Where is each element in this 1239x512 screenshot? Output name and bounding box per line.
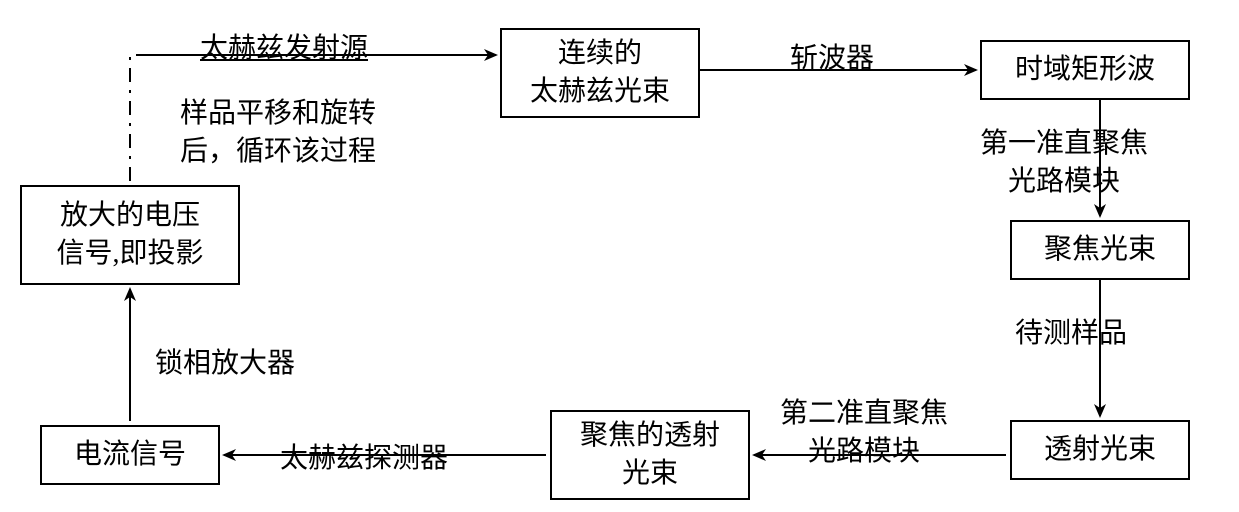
flowchart-canvas: 连续的 太赫兹光束 时域矩形波 聚焦光束 透射光束 聚焦的透射 光束 电流信号 … <box>0 0 1239 512</box>
edge-label-sample: 待测样品 <box>1015 315 1127 353</box>
edge-label-first-collimator: 第一准直聚焦 光路模块 <box>980 125 1148 201</box>
node-label: 时域矩形波 <box>1015 51 1155 89</box>
node-focused-beam: 聚焦光束 <box>1010 220 1190 280</box>
edge-label-thz-detector: 太赫兹探测器 <box>280 440 448 478</box>
label-text: 太赫兹发射源 <box>200 33 368 64</box>
node-label: 透射光束 <box>1044 431 1156 469</box>
node-current-signal: 电流信号 <box>40 425 220 485</box>
label-text: 待测样品 <box>1015 318 1127 349</box>
edge-label-lockin-amp: 锁相放大器 <box>155 345 295 383</box>
label-text: 锁相放大器 <box>155 348 295 379</box>
edge-label-loop-process: 样品平移和旋转 后，循环该过程 <box>180 95 376 171</box>
node-label: 聚焦光束 <box>1044 231 1156 269</box>
node-label: 聚焦的透射 光束 <box>580 417 720 493</box>
edge-label-thz-source: 太赫兹发射源 <box>200 30 368 68</box>
node-transmitted-beam: 透射光束 <box>1010 420 1190 480</box>
node-continuous-thz-beam: 连续的 太赫兹光束 <box>500 28 700 118</box>
edge-label-chopper: 斩波器 <box>790 40 874 78</box>
node-label: 电流信号 <box>74 436 186 474</box>
label-text: 斩波器 <box>790 43 874 74</box>
node-time-domain-rect-wave: 时域矩形波 <box>980 40 1190 100</box>
node-label: 放大的电压 信号,即投影 <box>56 197 203 273</box>
label-text: 太赫兹探测器 <box>280 443 448 474</box>
edge-label-second-collimator: 第二准直聚焦 光路模块 <box>780 395 948 471</box>
label-text: 样品平移和旋转 后，循环该过程 <box>180 98 376 167</box>
node-label: 连续的 太赫兹光束 <box>530 35 670 111</box>
node-amplified-voltage: 放大的电压 信号,即投影 <box>20 185 240 285</box>
label-text: 第一准直聚焦 光路模块 <box>980 128 1148 197</box>
label-text: 第二准直聚焦 光路模块 <box>780 398 948 467</box>
node-focused-transmitted: 聚焦的透射 光束 <box>550 410 750 500</box>
